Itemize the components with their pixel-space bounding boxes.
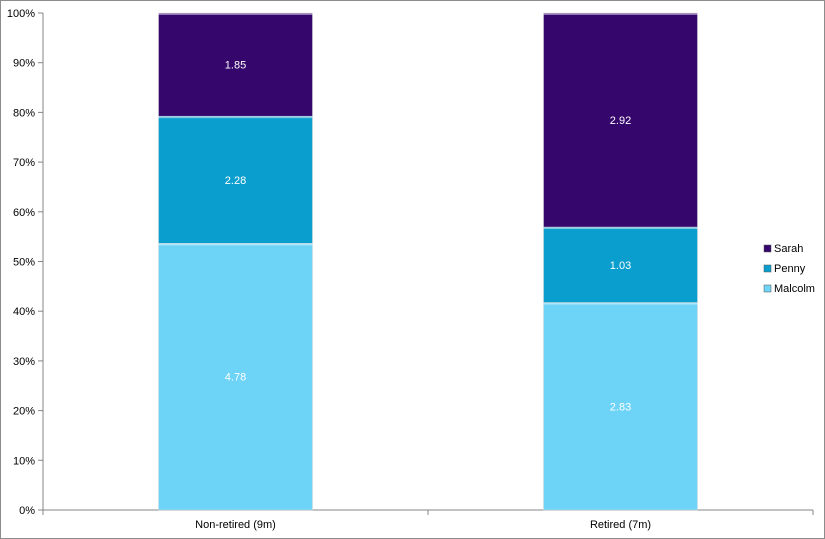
y-tick-label: 0%: [19, 505, 35, 517]
bar-segment-highlight: [158, 243, 313, 246]
data-label: 2.83: [610, 401, 631, 413]
bar-segment-highlight: [158, 116, 313, 119]
y-tick-label: 60%: [13, 207, 35, 219]
data-label: 1.85: [225, 60, 246, 72]
bar-segment-sarah: [543, 12, 698, 228]
legend-label: Penny: [774, 263, 806, 275]
bar-segment-malcolm: [158, 243, 313, 511]
y-tick-label: 90%: [13, 58, 35, 70]
legend-swatch: [763, 284, 772, 293]
bar-segment-sarah: [158, 12, 313, 117]
x-tick-label: Retired (7m): [590, 519, 651, 531]
legend-swatch: [763, 244, 772, 253]
legend-item-malcolm: Malcolm: [763, 283, 815, 295]
legend-item-penny: Penny: [763, 263, 806, 275]
y-tick-label: 80%: [13, 107, 35, 119]
bar-stack: 4.78 2.28 1.85: [158, 12, 313, 511]
legend-label: Malcolm: [774, 283, 815, 295]
bars: 4.78 2.28 1.85 2.83 1.03 2.92: [158, 12, 698, 511]
legend-item-sarah: Sarah: [763, 243, 803, 255]
data-label: 4.78: [225, 372, 246, 384]
y-tick-label: 100%: [7, 8, 35, 20]
y-tick-label: 10%: [13, 455, 35, 467]
y-axis-ticks: 0% 10% 20% 30% 40% 50% 60% 70% 80% 90% 100%: [7, 8, 43, 517]
x-axis-ticks: Non-retired (9m) Retired (7m): [42, 510, 814, 531]
bar-segment-penny: [158, 115, 313, 244]
bar-segment-highlight: [543, 227, 698, 230]
legend-label: Sarah: [774, 243, 803, 255]
bar-segment-malcolm: [543, 302, 698, 511]
y-tick-label: 50%: [13, 257, 35, 269]
data-label: 1.03: [610, 260, 631, 272]
bar-segment-penny: [543, 226, 698, 303]
bar-segment-highlight: [543, 302, 698, 305]
data-label: 2.28: [225, 175, 246, 187]
bar-stack: 2.83 1.03 2.92: [543, 12, 698, 511]
y-tick-label: 20%: [13, 406, 35, 418]
data-label: 2.92: [610, 115, 631, 127]
y-tick-label: 40%: [13, 306, 35, 318]
y-tick-label: 70%: [13, 157, 35, 169]
legend: Sarah Penny Malcolm: [763, 243, 815, 295]
x-tick-label: Non-retired (9m): [195, 519, 276, 531]
bar-segment-highlight: [543, 13, 698, 15]
y-tick-label: 30%: [13, 356, 35, 368]
legend-swatch: [763, 264, 772, 273]
bar-segment-highlight: [158, 13, 313, 15]
